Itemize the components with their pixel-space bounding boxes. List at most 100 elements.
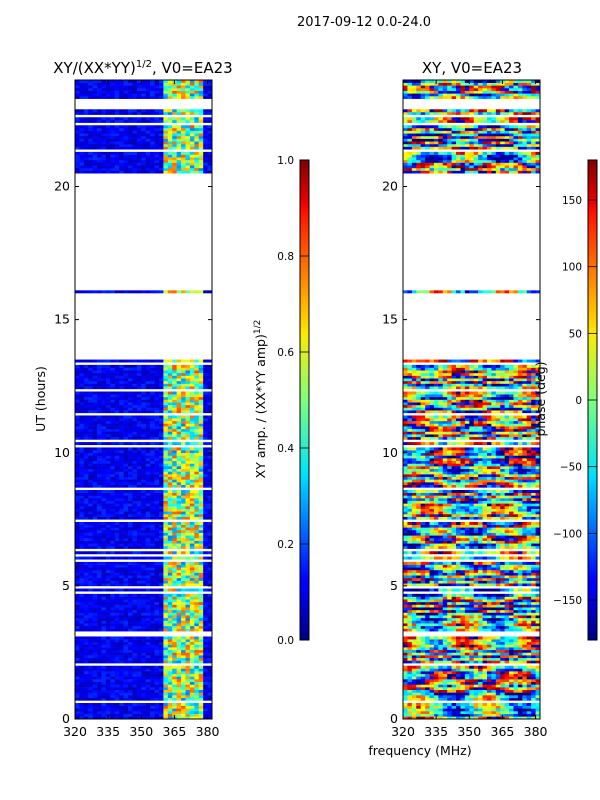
heatmap-cell (172, 599, 177, 603)
heatmap-cell (110, 370, 116, 374)
heatmap-cell (181, 111, 186, 115)
heatmap-cell (145, 556, 151, 560)
heatmap-cell (425, 687, 430, 691)
heatmap-cell (194, 681, 200, 685)
heatmap-cell (88, 649, 93, 653)
heatmap-cell (145, 516, 151, 520)
heatmap-cell (145, 162, 151, 166)
heatmap-cell (198, 540, 204, 544)
heatmap-cell (185, 676, 191, 680)
heatmap-cell (189, 125, 195, 129)
heatmap-cell (203, 138, 208, 142)
heatmap-cell (172, 615, 177, 619)
heatmap-cell (114, 157, 120, 161)
heatmap-cell (203, 367, 208, 371)
heatmap-cell (158, 687, 164, 691)
heatmap-cell (189, 588, 195, 592)
heatmap-cell (101, 85, 107, 89)
heatmap-cell (141, 639, 147, 643)
heatmap-cell (163, 527, 169, 531)
heatmap-cell (83, 127, 89, 131)
heatmap-cell (92, 404, 98, 408)
heatmap-cell (79, 697, 85, 701)
heatmap-cell (181, 468, 186, 472)
heatmap-cell (101, 575, 107, 579)
heatmap-cell (176, 537, 182, 541)
heatmap-cell (203, 394, 208, 398)
heatmap-cell (119, 692, 124, 696)
heatmap-cell (185, 511, 191, 515)
heatmap-cell (132, 511, 138, 515)
heatmap-cell (79, 151, 85, 155)
heatmap-cell (207, 452, 213, 456)
heatmap-cell (167, 378, 173, 382)
heatmap-cell (438, 689, 444, 693)
heatmap-cell (185, 375, 191, 379)
heatmap-cell (75, 135, 80, 139)
heatmap-cell (189, 359, 195, 363)
heatmap-cell (97, 458, 102, 462)
heatmap-cell (150, 655, 155, 659)
heatmap-cell (92, 80, 98, 83)
heatmap-cell (198, 490, 204, 493)
heatmap-cell (128, 508, 133, 512)
heatmap-cell (145, 157, 151, 161)
heatmap-cell (163, 521, 169, 525)
heatmap-cell (150, 133, 155, 137)
heatmap-cell (114, 671, 120, 675)
heatmap-cell (123, 668, 129, 672)
heatmap-cell (207, 138, 213, 142)
heatmap-cell (119, 705, 124, 709)
heatmap-cell (92, 612, 98, 616)
heatmap-cell (128, 402, 133, 406)
heatmap-cell (181, 415, 186, 419)
heatmap-cell (189, 370, 195, 374)
heatmap-cell (132, 138, 138, 142)
heatmap-cell (194, 159, 200, 163)
heatmap-cell (128, 572, 133, 576)
heatmap-cell (194, 561, 200, 565)
heatmap-cell (163, 290, 169, 294)
heatmap-cell (83, 703, 89, 706)
heatmap-cell (163, 569, 169, 573)
heatmap-cell (114, 564, 120, 568)
heatmap-cell (119, 378, 124, 382)
heatmap-cell (114, 476, 120, 480)
heatmap-cell (181, 516, 186, 520)
heatmap-cell (136, 596, 142, 600)
heatmap-cell (154, 420, 160, 424)
heatmap-cell (189, 117, 195, 121)
heatmap-cell (158, 476, 164, 480)
heatmap-cell (194, 492, 200, 496)
heatmap-cell (128, 612, 133, 616)
heatmap-cell (198, 479, 204, 483)
heatmap-cell (88, 157, 93, 161)
heatmap-cell (172, 681, 177, 685)
heatmap-cell (158, 415, 164, 419)
heatmap-cell (92, 119, 98, 123)
heatmap-cell (194, 495, 200, 499)
heatmap-cell (163, 167, 169, 171)
heatmap-cell (88, 463, 93, 467)
heatmap-cell (123, 125, 129, 129)
heatmap-cell (167, 383, 173, 387)
heatmap-cell (150, 396, 155, 400)
heatmap-cell (97, 689, 102, 693)
left-panel-title: XY/(XX*YY)1/2, V0=EA23 (53, 59, 232, 77)
heatmap-cell (83, 649, 89, 653)
heatmap-cell (451, 695, 457, 698)
heatmap-cell (101, 524, 107, 528)
heatmap-cell (203, 484, 208, 488)
heatmap-cell (522, 705, 528, 709)
heatmap-cell (88, 506, 93, 509)
heatmap-cell (132, 463, 138, 467)
heatmap-cell (185, 418, 191, 422)
heatmap-cell (172, 508, 177, 512)
heatmap-cell (181, 524, 186, 528)
heatmap-cell (123, 87, 129, 91)
heatmap-cell (79, 130, 85, 134)
heatmap-cell (101, 495, 107, 499)
heatmap-cell (114, 391, 120, 395)
heatmap-cell (141, 95, 147, 99)
heatmap-cell (79, 588, 85, 592)
